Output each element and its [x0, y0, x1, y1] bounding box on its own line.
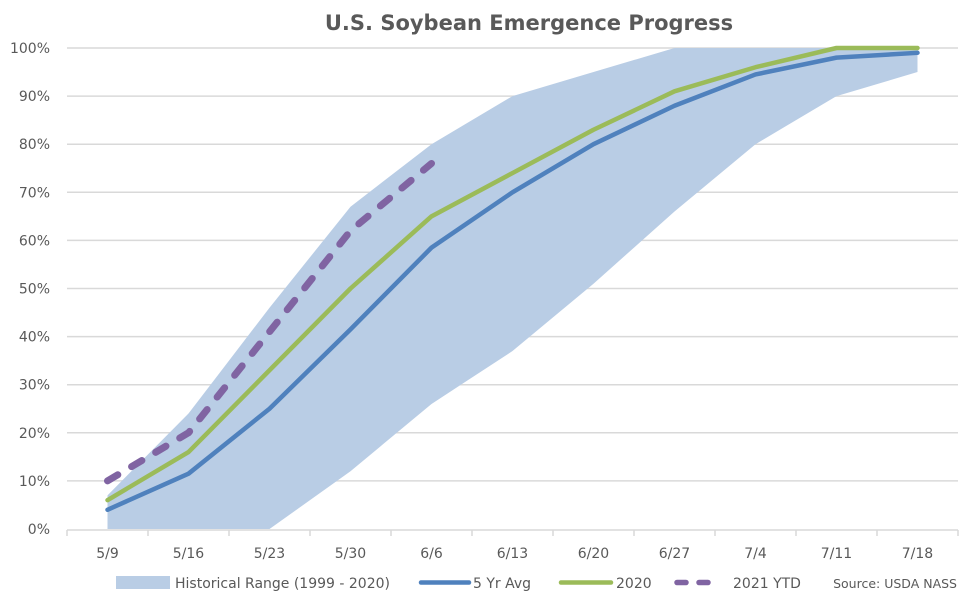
- series-lines: [104, 45, 920, 513]
- legend-label-2020: 2020: [616, 576, 652, 592]
- x-tick-label: 5/30: [335, 546, 366, 562]
- x-tick-label: 6/6: [420, 546, 443, 562]
- x-tick-label: 6/20: [578, 546, 609, 562]
- y-tick-label: 30%: [19, 378, 50, 394]
- legend-label-2021-ytd: 2021 YTD: [733, 576, 801, 592]
- x-axis: 5/9 5/16 5/23 5/30 6/6 6/13 6/20 6/27 7/4 7/11 7/1…: [66, 529, 959, 562]
- legend-swatch-range: [116, 576, 170, 589]
- legend: Historical Range (1999 - 2020) 5 Yr Avg …: [116, 576, 801, 592]
- series-line-2020: [105, 45, 920, 503]
- y-tick-label: 40%: [19, 330, 50, 346]
- historical-range-band: [107, 48, 918, 529]
- y-tick-label: 60%: [19, 233, 50, 249]
- x-tick-label: 5/9: [96, 546, 119, 562]
- x-tick-label: 7/4: [744, 546, 767, 562]
- x-tick-label: 5/16: [173, 546, 205, 562]
- y-tick-label: 80%: [19, 137, 50, 153]
- y-tick-label: 10%: [19, 474, 50, 490]
- series-line-2021-ytd: [104, 159, 435, 485]
- y-tick-label: 90%: [19, 89, 50, 105]
- y-tick-label: 70%: [19, 185, 50, 201]
- series-line-5-yr-avg: [105, 50, 920, 513]
- historical-range-area: [107, 48, 918, 529]
- legend-label-range: Historical Range (1999 - 2020): [175, 576, 390, 592]
- x-tick-label: 7/18: [902, 546, 933, 562]
- y-tick-label: 20%: [19, 426, 50, 442]
- y-tick-label: 50%: [19, 282, 50, 298]
- x-tick-label: 7/11: [821, 546, 852, 562]
- y-axis: 0% 10% 20% 30% 40% 50% 60% 70% 80% 90% 100%: [10, 41, 50, 538]
- y-tick-label: 100%: [10, 41, 50, 57]
- legend-label-5yr-avg: 5 Yr Avg: [473, 576, 531, 592]
- x-tick-label: 6/13: [497, 546, 528, 562]
- source-note: Source: USDA NASS: [833, 576, 957, 591]
- chart-title: U.S. Soybean Emergence Progress: [325, 11, 733, 35]
- x-tick-label: 5/23: [254, 546, 285, 562]
- y-tick-label: 0%: [28, 522, 50, 538]
- x-tick-label: 6/27: [659, 546, 690, 562]
